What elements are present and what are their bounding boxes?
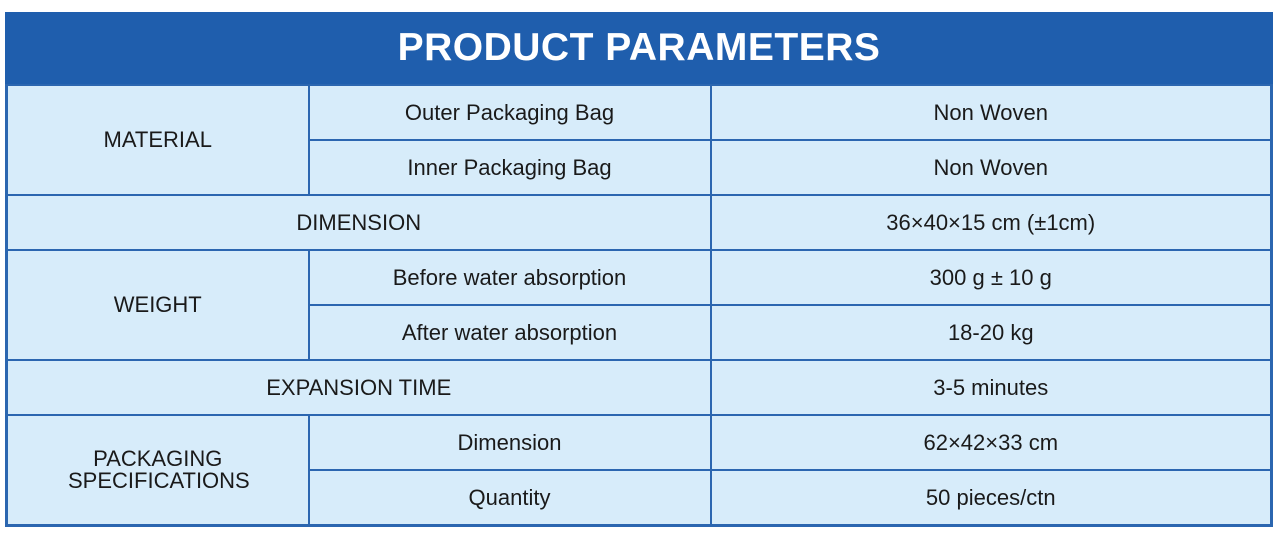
table-row: Inner Packaging Bag Non Woven (7, 139, 1273, 196)
weight-label: WEIGHT (5, 249, 310, 361)
product-parameters-table: PRODUCT PARAMETERS MATERIAL Outer Packag… (5, 12, 1273, 527)
page-title: PRODUCT PARAMETERS (5, 12, 1273, 84)
expansion-time-label: EXPANSION TIME (5, 359, 712, 416)
table-row: PACKAGING SPECIFICATIONS Dimension 62×42… (5, 414, 1273, 527)
table-row: DIMENSION 36×40×15 cm (±1cm) (5, 194, 1273, 251)
packaging-dimension-value: 62×42×33 cm (709, 414, 1273, 471)
quantity-label: Quantity (307, 469, 712, 527)
quantity-value: 50 pieces/ctn (709, 469, 1273, 527)
table-row: Quantity 50 pieces/ctn (7, 469, 1273, 527)
packaging-dimension-label: Dimension (307, 414, 712, 471)
dimension-label: DIMENSION (5, 194, 712, 251)
table-row: WEIGHT Before water absorption 300 g ± 1… (5, 249, 1273, 361)
table-row: After water absorption 18-20 kg (7, 304, 1273, 361)
outer-bag-value: Non Woven (709, 84, 1273, 141)
inner-bag-label: Inner Packaging Bag (307, 139, 712, 196)
outer-bag-label: Outer Packaging Bag (307, 84, 712, 141)
expansion-time-value: 3-5 minutes (709, 359, 1273, 416)
material-label: MATERIAL (5, 84, 310, 196)
parameters-grid: MATERIAL Outer Packaging Bag Non Woven I… (5, 84, 1273, 527)
packaging-label: PACKAGING SPECIFICATIONS (5, 414, 310, 527)
table-row: MATERIAL Outer Packaging Bag Non Woven (5, 84, 1273, 196)
after-absorption-value: 18-20 kg (709, 304, 1273, 361)
before-absorption-value: 300 g ± 10 g (709, 249, 1273, 306)
after-absorption-label: After water absorption (307, 304, 712, 361)
before-absorption-label: Before water absorption (307, 249, 712, 306)
table-row: EXPANSION TIME 3-5 minutes (5, 359, 1273, 416)
dimension-value: 36×40×15 cm (±1cm) (709, 194, 1273, 251)
inner-bag-value: Non Woven (709, 139, 1273, 196)
